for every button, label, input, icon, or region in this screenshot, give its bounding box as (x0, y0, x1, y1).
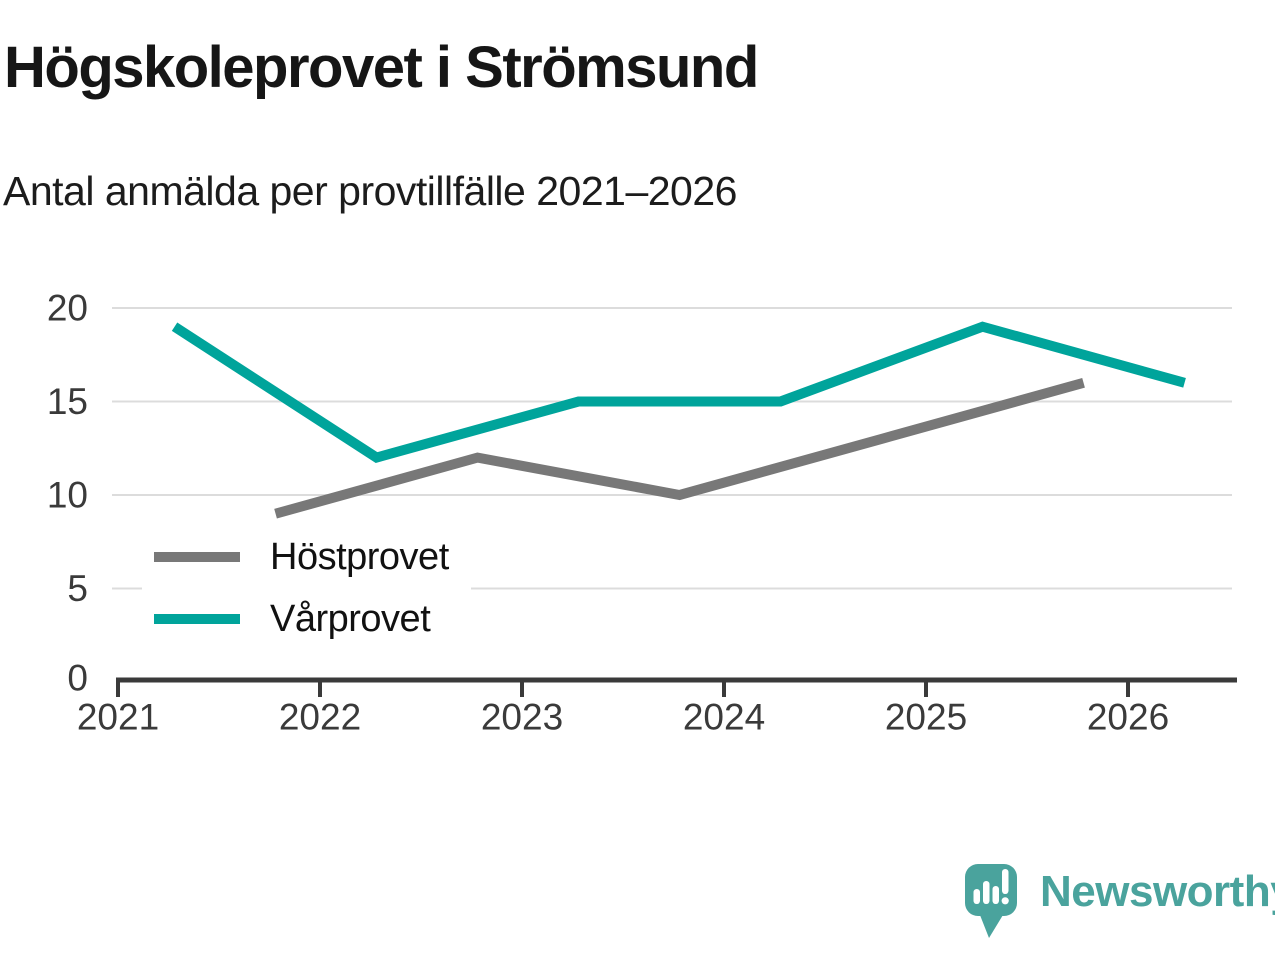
legend-label-hostprovet: Höstprovet (270, 535, 449, 578)
y-axis-label-20: 20 (47, 288, 88, 329)
x-axis-label-2026: 2026 (1087, 696, 1169, 737)
newsworthy-logo-text: Newsworthy (1040, 867, 1275, 916)
y-axis-label-15: 15 (47, 381, 88, 422)
legend-item-varprovet: Vårprovet (154, 588, 449, 650)
series-line-vrprovet (171, 321, 1186, 464)
x-axis-label-2023: 2023 (481, 696, 563, 737)
x-axis-label-2025: 2025 (885, 696, 967, 737)
legend-swatch-hostprovet (154, 552, 240, 562)
x-axis-label-2024: 2024 (683, 696, 765, 737)
x-axis-label-2022: 2022 (279, 696, 361, 737)
y-axis-label-0: 0 (67, 658, 88, 699)
chart-subtitle: Antal anmälda per provtillfälle 2021–202… (3, 168, 737, 214)
newsworthy-logo: Newsworthy (965, 864, 1275, 938)
y-axis-label-10: 10 (47, 475, 88, 516)
x-axis-label-2021: 2021 (77, 696, 159, 737)
newsworthy-logo-icon (965, 864, 1017, 938)
chart-legend: Höstprovet Vårprovet (142, 524, 471, 654)
legend-swatch-varprovet (154, 614, 240, 624)
y-axis-label-5: 5 (67, 568, 88, 609)
legend-item-hostprovet: Höstprovet (154, 526, 449, 588)
series-line-hstprovet (274, 377, 1085, 519)
legend-label-varprovet: Vårprovet (270, 597, 431, 640)
chart-title: Högskoleprovet i Strömsund (4, 35, 759, 100)
